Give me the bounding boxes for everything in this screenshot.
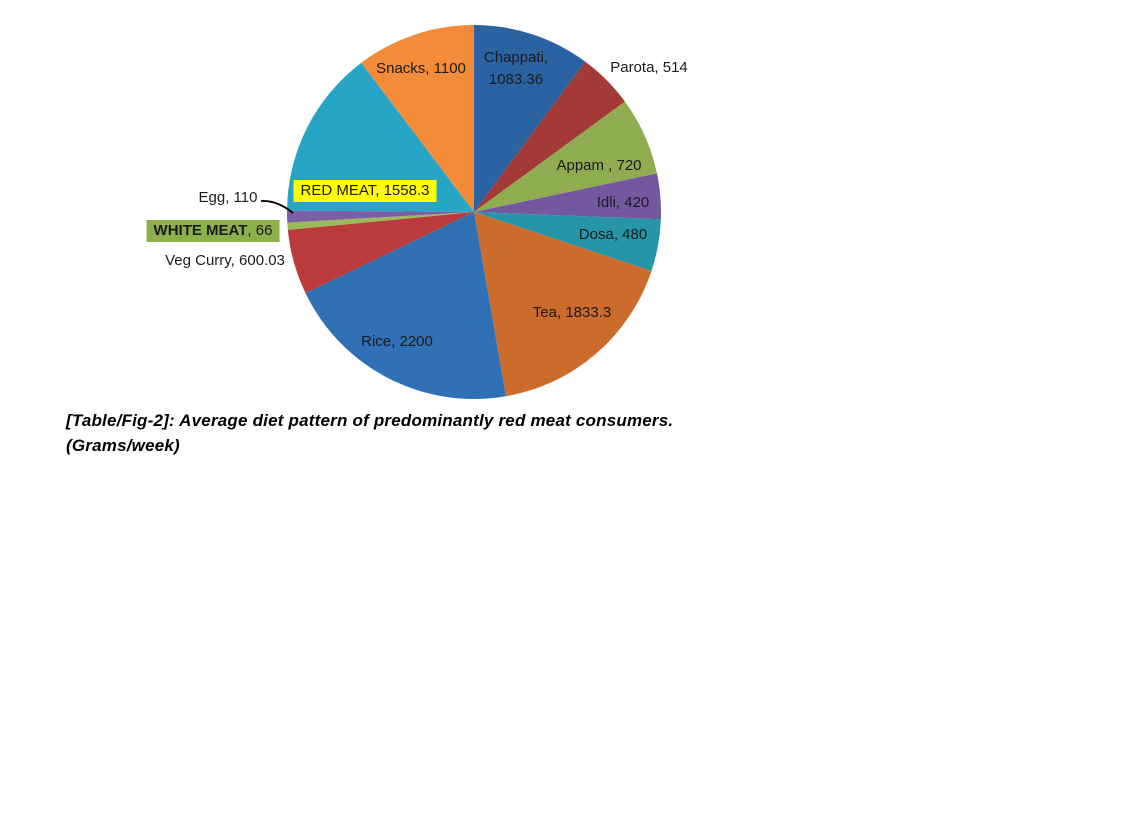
- pie-slice-rice: [305, 212, 506, 399]
- egg-leader-line: [260, 200, 294, 214]
- figure-caption: [Table/Fig-2]: Average diet pattern of p…: [66, 408, 673, 458]
- pie-slice-parota: [474, 61, 625, 213]
- pie-slice-egg: [287, 210, 474, 223]
- caption-line-1: [Table/Fig-2]: Average diet pattern of p…: [66, 411, 674, 430]
- pie-slice-chappati: [474, 25, 586, 212]
- pie-slice-snacks: [361, 25, 474, 212]
- pie-slice-dosa: [474, 212, 661, 272]
- pie-slice-tea: [474, 212, 652, 397]
- pie-slice-white-meat: [287, 212, 474, 230]
- pie-slice-veg-curry: [287, 212, 474, 294]
- pie-slice-red-meat: [287, 62, 474, 212]
- pie-slice-idli: [474, 173, 662, 220]
- caption-line-2: (Grams/week): [66, 436, 180, 455]
- pie-slice-appam: [474, 101, 657, 212]
